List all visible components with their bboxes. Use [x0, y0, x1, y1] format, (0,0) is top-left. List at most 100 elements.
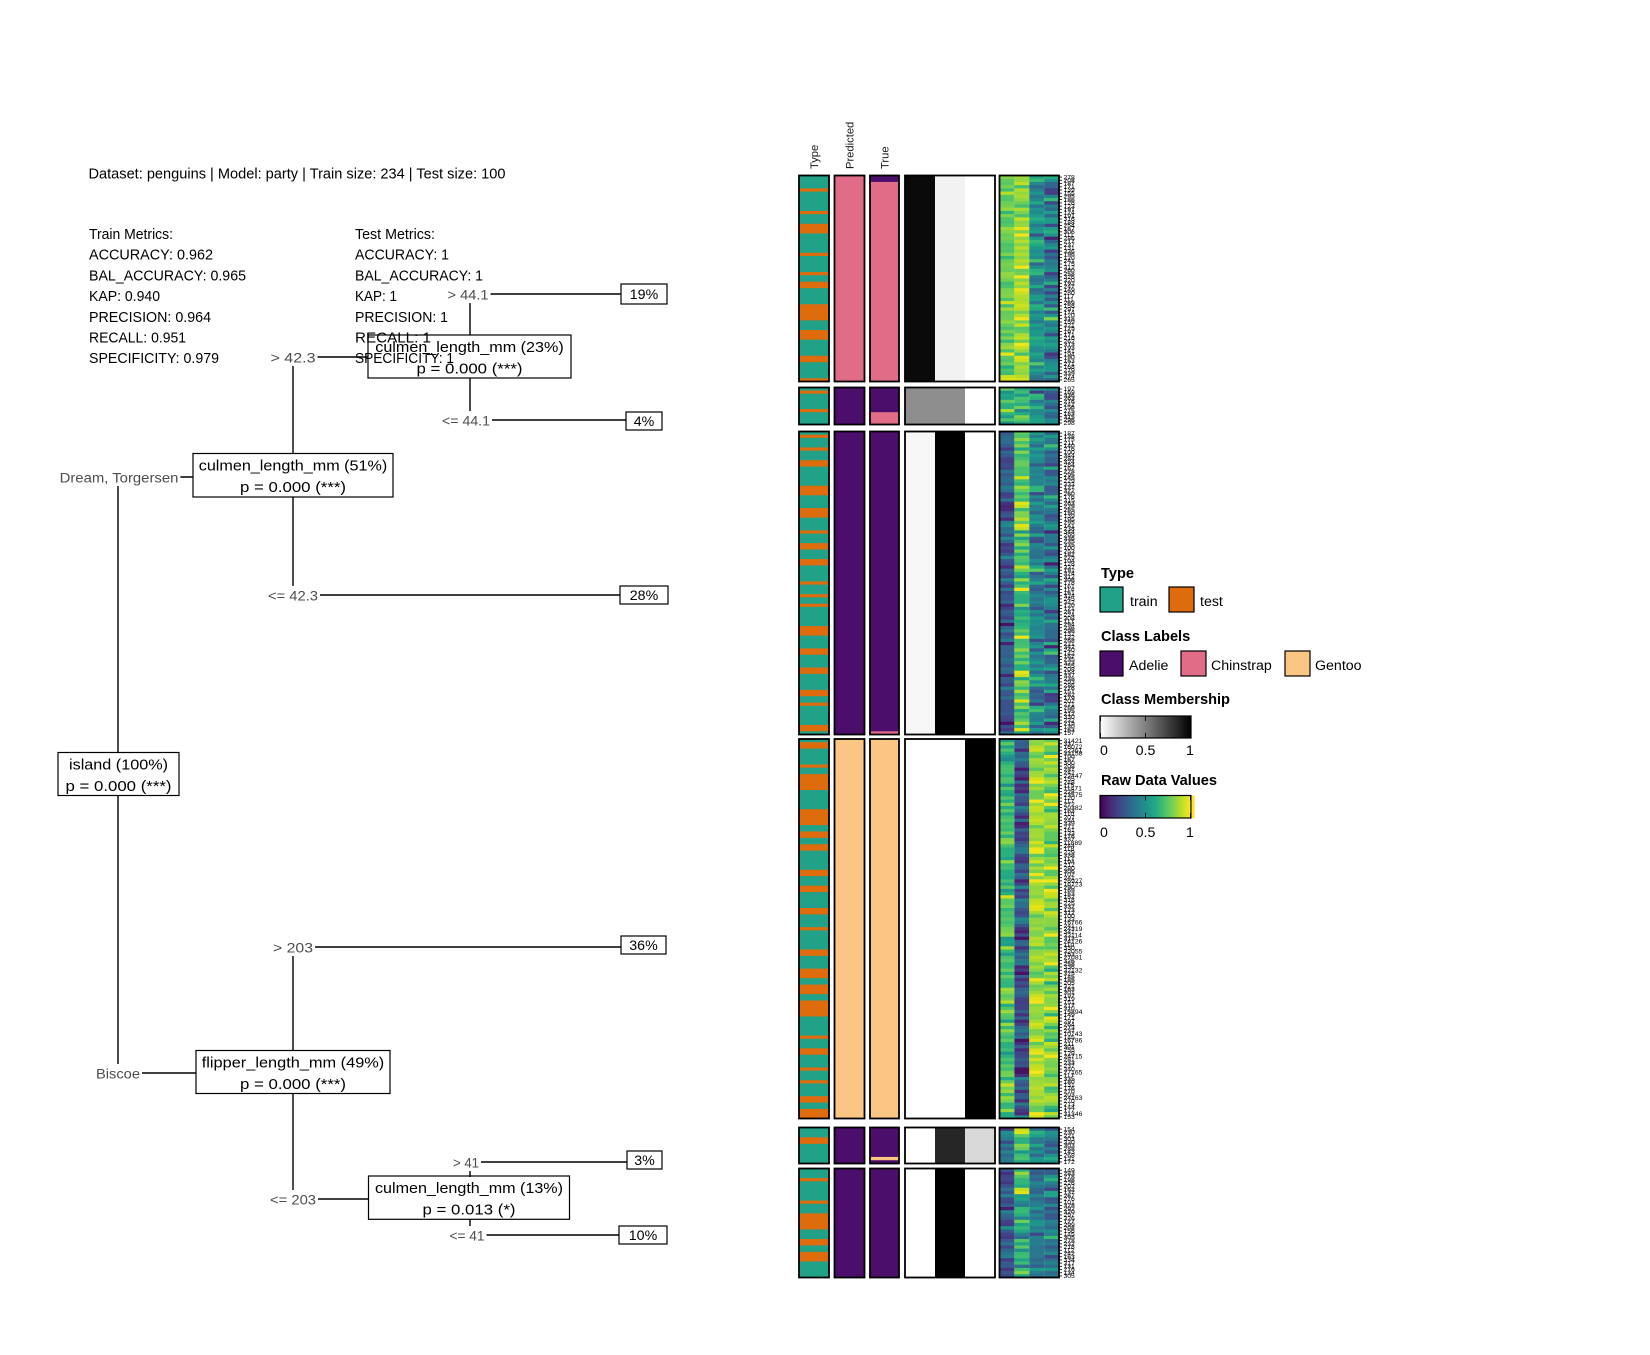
svg-text:KAP: 0.940: KAP: 0.940	[89, 289, 160, 305]
svg-text:197: 197	[1064, 329, 1076, 336]
svg-text:157: 157	[1064, 730, 1076, 737]
svg-text:197: 197	[1064, 207, 1076, 214]
svg-text:276: 276	[1064, 399, 1076, 406]
svg-text:263: 263	[1064, 396, 1076, 403]
svg-text:288: 288	[1064, 1146, 1076, 1153]
svg-text:230: 230	[1064, 1130, 1076, 1137]
svg-text:171: 171	[1064, 184, 1076, 191]
svg-text:Class Membership: Class Membership	[1101, 692, 1230, 708]
svg-text:> 42.3: > 42.3	[271, 351, 316, 367]
svg-text:187: 187	[1064, 430, 1076, 437]
svg-text:235: 235	[1064, 539, 1076, 546]
svg-text:130: 130	[1064, 724, 1076, 731]
svg-text:ACCURACY: 0.962: ACCURACY: 0.962	[89, 248, 213, 264]
svg-text:24715: 24715	[1064, 1054, 1083, 1061]
svg-text:22447: 22447	[1064, 773, 1083, 780]
svg-text:22361: 22361	[1064, 747, 1083, 754]
svg-text:332: 332	[1064, 904, 1076, 911]
svg-text:Class Labels: Class Labels	[1101, 629, 1190, 645]
svg-text:188: 188	[1064, 219, 1076, 226]
svg-text:190: 190	[1064, 355, 1076, 362]
svg-text:341: 341	[1064, 929, 1076, 936]
svg-text:27081: 27081	[1064, 955, 1083, 962]
svg-text:<= 203: <= 203	[270, 1193, 316, 1209]
svg-text:196: 196	[1064, 252, 1076, 259]
svg-text:158: 158	[1064, 303, 1076, 310]
svg-text:313: 313	[1064, 936, 1076, 943]
svg-text:117: 117	[1064, 798, 1075, 805]
svg-text:163: 163	[1064, 1254, 1076, 1261]
svg-text:127: 127	[1064, 1219, 1076, 1226]
svg-text:171: 171	[1064, 1015, 1076, 1022]
svg-text:Type: Type	[1101, 566, 1134, 582]
svg-text:254: 254	[1064, 223, 1076, 230]
svg-text:326: 326	[1064, 1215, 1076, 1222]
svg-text:Chinstrap: Chinstrap	[1211, 658, 1272, 674]
svg-text:153: 153	[1064, 1114, 1076, 1121]
svg-text:271: 271	[1064, 701, 1076, 708]
svg-text:335: 335	[1064, 1076, 1076, 1083]
svg-text:143: 143	[1064, 1149, 1076, 1156]
svg-text:233: 233	[1064, 1060, 1076, 1067]
svg-text:315: 315	[1064, 414, 1076, 421]
svg-text:278: 278	[1064, 174, 1076, 181]
svg-text:205: 205	[1064, 980, 1076, 987]
svg-text:185: 185	[1064, 977, 1076, 984]
svg-text:208: 208	[1064, 666, 1076, 673]
svg-text:163: 163	[1064, 808, 1076, 815]
svg-text:306: 306	[1064, 229, 1076, 236]
svg-text:215: 215	[1064, 721, 1076, 728]
svg-text:151: 151	[1064, 689, 1076, 696]
svg-text:SPECIFICITY: 0.979: SPECIFICITY: 0.979	[89, 351, 219, 367]
svg-text:161: 161	[1064, 583, 1076, 590]
svg-text:303: 303	[1064, 1136, 1076, 1143]
svg-text:32132: 32132	[1064, 967, 1083, 974]
svg-text:253: 253	[1064, 548, 1076, 555]
svg-text:339: 339	[1064, 371, 1076, 378]
svg-text:culmen_length_mm (51%): culmen_length_mm (51%)	[199, 459, 388, 475]
svg-text:117: 117	[1064, 293, 1075, 300]
svg-text:232: 232	[1064, 717, 1076, 724]
svg-text:31346: 31346	[1064, 1111, 1083, 1118]
svg-text:284: 284	[1064, 456, 1076, 463]
svg-text:278: 278	[1064, 1174, 1076, 1181]
svg-text:294: 294	[1064, 622, 1076, 629]
svg-text:flipper_length_mm (49%): flipper_length_mm (49%)	[202, 1056, 385, 1072]
svg-text:324: 324	[1064, 571, 1076, 578]
svg-text:228: 228	[1064, 789, 1076, 796]
svg-text:228: 228	[1064, 469, 1076, 476]
svg-text:273: 273	[1064, 1101, 1076, 1108]
svg-text:296: 296	[1064, 628, 1076, 635]
svg-text:123: 123	[1064, 203, 1076, 210]
svg-text:167: 167	[1064, 226, 1076, 233]
svg-text:221: 221	[1064, 641, 1076, 648]
svg-text:131: 131	[1064, 1264, 1076, 1271]
svg-text:24126: 24126	[1064, 939, 1083, 946]
svg-text:159: 159	[1064, 319, 1076, 326]
svg-text:PRECISION: 1: PRECISION: 1	[355, 310, 448, 326]
svg-text:153: 153	[1064, 891, 1076, 898]
svg-text:255: 255	[1064, 507, 1076, 514]
svg-text:145: 145	[1064, 1231, 1076, 1238]
svg-text:179: 179	[1064, 695, 1076, 702]
svg-text:244: 244	[1064, 818, 1076, 825]
svg-text:276: 276	[1064, 1196, 1076, 1203]
svg-text:0.5: 0.5	[1136, 743, 1156, 759]
svg-text:212: 212	[1064, 711, 1076, 718]
svg-text:111: 111	[1064, 232, 1075, 239]
svg-text:ACCURACY: 1: ACCURACY: 1	[355, 248, 449, 264]
svg-text:BAL_ACCURACY: 0.965: BAL_ACCURACY: 0.965	[89, 268, 246, 284]
svg-text:149: 149	[1064, 1167, 1076, 1174]
svg-text:SPECIFICITY: 1: SPECIFICITY: 1	[355, 351, 454, 367]
svg-text:175: 175	[1064, 437, 1076, 444]
svg-text:335: 335	[1064, 542, 1076, 549]
svg-text:16786: 16786	[1064, 1038, 1083, 1045]
svg-text:337: 337	[1064, 564, 1076, 571]
svg-text:241: 241	[1064, 875, 1076, 882]
svg-text:284: 284	[1064, 462, 1076, 469]
svg-text:240: 240	[1064, 647, 1076, 654]
svg-text:282: 282	[1064, 692, 1076, 699]
svg-text:169: 169	[1064, 888, 1076, 895]
svg-text:265: 265	[1064, 377, 1076, 384]
svg-text:312: 312	[1064, 574, 1076, 581]
